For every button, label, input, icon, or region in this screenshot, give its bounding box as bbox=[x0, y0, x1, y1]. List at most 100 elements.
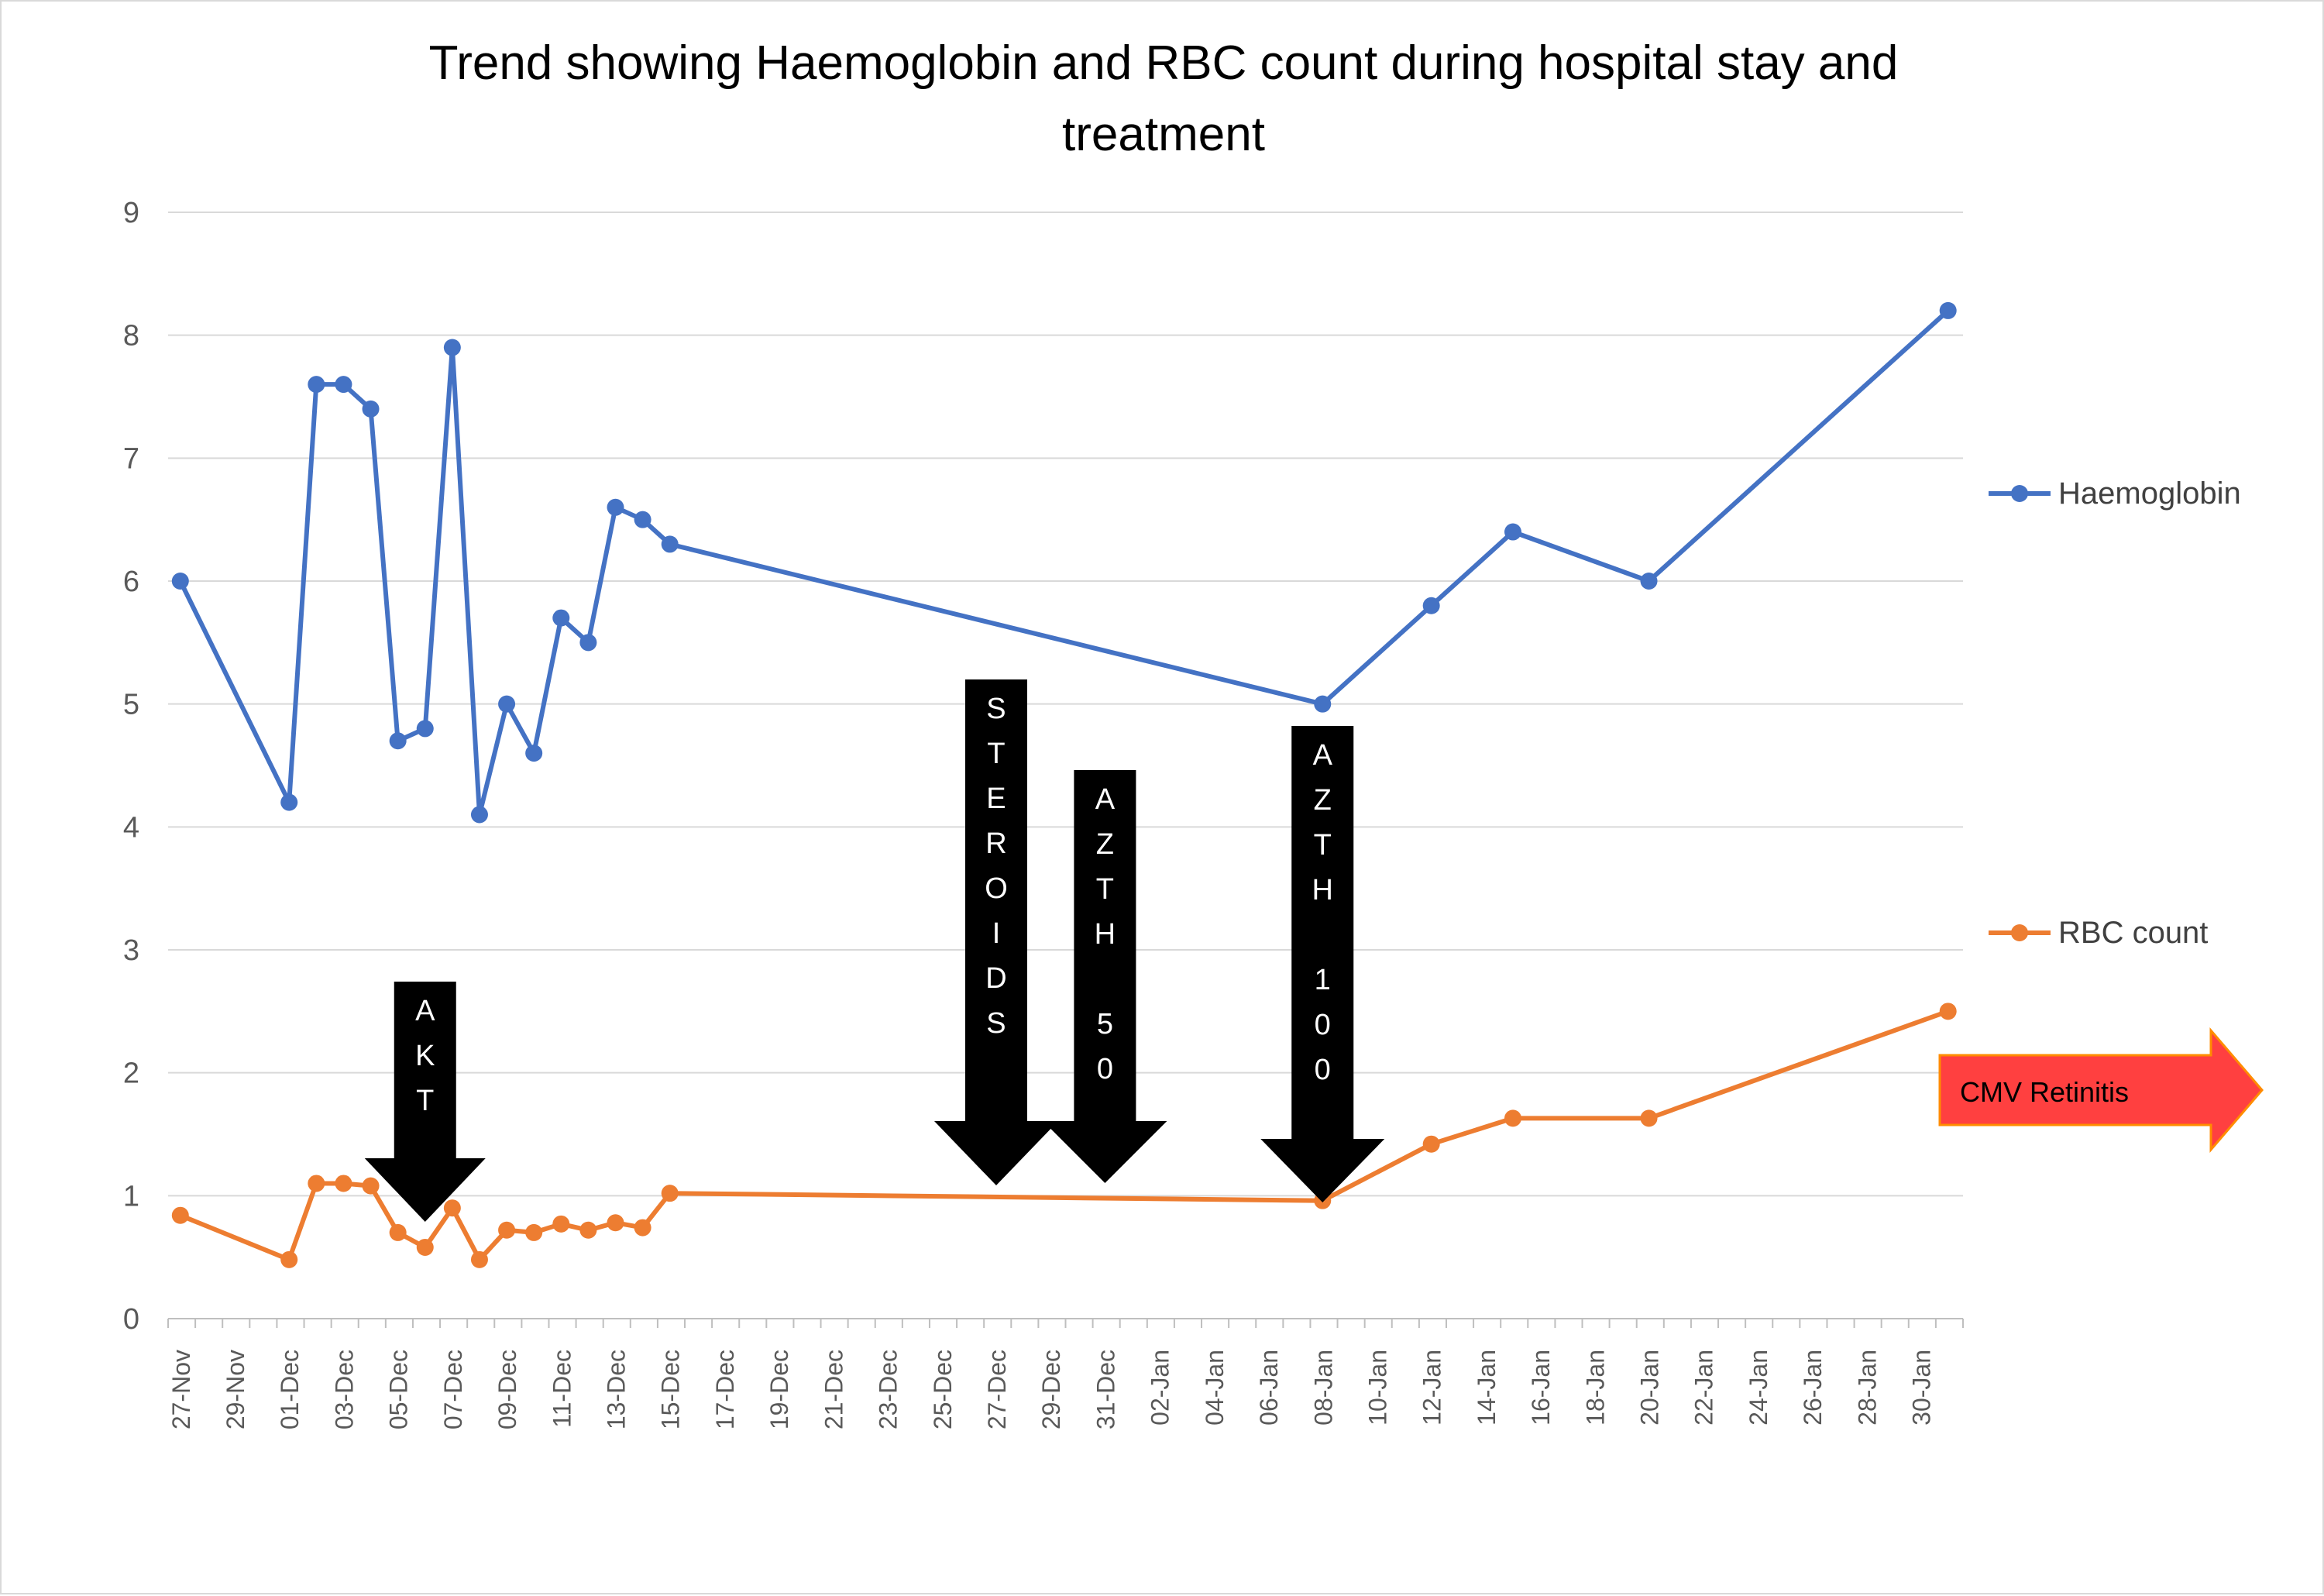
legend-label-haemoglobin: Haemoglobin bbox=[2058, 476, 2241, 511]
point-rbc-count-03-dec bbox=[335, 1175, 352, 1192]
x-tick-label-18-jan: 18-Jan bbox=[1581, 1350, 1609, 1426]
x-tick-label-07-dec: 07-Dec bbox=[439, 1350, 467, 1429]
point-haemoglobin-13-dec bbox=[607, 498, 624, 516]
x-tick-label-28-jan: 28-Jan bbox=[1853, 1350, 1881, 1426]
x-tick-label-15-dec: 15-Dec bbox=[657, 1350, 685, 1429]
y-axis-ticks: 0 1 2 3 4 5 6 7 8 9 bbox=[123, 197, 139, 1336]
series-line-haemoglobin bbox=[178, 308, 1950, 817]
point-rbc-count-13-dec bbox=[607, 1214, 624, 1232]
arrow-steroids-letter: E bbox=[986, 783, 1006, 815]
x-tick-label-04-jan: 04-Jan bbox=[1201, 1350, 1229, 1426]
y-tick-label-1: 1 bbox=[123, 1180, 139, 1212]
x-tick-label-26-jan: 26-Jan bbox=[1799, 1350, 1827, 1426]
legend-marker-haemoglobin bbox=[2011, 485, 2028, 502]
point-haemoglobin-06-dec bbox=[416, 720, 434, 738]
point-haemoglobin-31-jan bbox=[1939, 301, 1957, 319]
point-haemoglobin-07-dec bbox=[443, 339, 461, 356]
x-tick-label-30-jan: 30-Jan bbox=[1908, 1350, 1936, 1426]
arrow-steroids-letter: O bbox=[985, 872, 1008, 905]
x-tick-label-06-jan: 06-Jan bbox=[1255, 1350, 1283, 1426]
y-tick-label-4: 4 bbox=[123, 811, 139, 844]
point-rbc-count-12-dec bbox=[579, 1221, 597, 1239]
x-tick-label-10-jan: 10-Jan bbox=[1363, 1350, 1391, 1426]
point-rbc-count-04-dec bbox=[362, 1177, 380, 1195]
arrow-steroids-letter: T bbox=[987, 738, 1005, 770]
point-rbc-count-11-dec bbox=[552, 1215, 570, 1233]
y-tick-label-9: 9 bbox=[123, 197, 139, 229]
x-tick-label-22-jan: 22-Jan bbox=[1690, 1350, 1718, 1426]
y-tick-label-8: 8 bbox=[123, 320, 139, 353]
point-rbc-count-09-dec bbox=[498, 1221, 516, 1239]
point-haemoglobin-04-dec bbox=[362, 400, 380, 418]
arrow-steroids-letter: D bbox=[985, 962, 1006, 995]
cmv-retinitis-callout: CMV Retinitis bbox=[1938, 1027, 2264, 1154]
x-tick-label-01-dec: 01-Dec bbox=[276, 1350, 304, 1429]
point-haemoglobin-15-dec bbox=[661, 535, 679, 553]
point-rbc-count-06-dec bbox=[416, 1238, 434, 1256]
x-tick-label-12-jan: 12-Jan bbox=[1418, 1350, 1446, 1426]
point-haemoglobin-09-dec bbox=[498, 695, 516, 713]
point-rbc-count-14-dec bbox=[634, 1219, 651, 1237]
arrow-azth100-letter: 1 bbox=[1315, 964, 1331, 996]
x-axis-ticks: 27-Nov 29-Nov 01-Dec 03-Dec 05-Dec 07-Dec 09-D… bbox=[167, 1350, 1936, 1429]
arrow-steroids-letter: S bbox=[986, 693, 1006, 725]
arrow-akt-letter: A bbox=[415, 995, 435, 1027]
point-rbc-count-07-dec bbox=[443, 1199, 461, 1217]
point-haemoglobin-11-dec bbox=[552, 609, 570, 627]
chart-title-line-2: treatment bbox=[1062, 108, 1265, 161]
x-tick-label-29-dec: 29-Dec bbox=[1037, 1350, 1065, 1429]
point-rbc-count-01-dec bbox=[280, 1250, 298, 1268]
point-haemoglobin-05-dec bbox=[389, 732, 407, 750]
point-haemoglobin-01-dec bbox=[280, 793, 298, 811]
arrow-akt bbox=[364, 982, 486, 1222]
point-rbc-count-15-dec bbox=[661, 1185, 679, 1202]
point-haemoglobin-03-dec bbox=[335, 376, 352, 394]
point-haemoglobin-02-dec bbox=[308, 376, 325, 394]
point-rbc-count-05-dec bbox=[389, 1223, 407, 1241]
point-rbc-count-10-dec bbox=[525, 1223, 543, 1241]
arrow-azth50-letter: T bbox=[1096, 873, 1114, 906]
arrow-azth50-letter: Z bbox=[1096, 828, 1114, 861]
point-haemoglobin-12-dec bbox=[579, 634, 597, 652]
y-tick-label-5: 5 bbox=[123, 689, 139, 721]
x-tick-label-17-dec: 17-Dec bbox=[711, 1350, 739, 1429]
x-tick-label-13-dec: 13-Dec bbox=[602, 1350, 630, 1429]
x-tick-label-09-dec: 09-Dec bbox=[493, 1350, 521, 1429]
arrow-azth100-letter: A bbox=[1313, 739, 1333, 772]
point-haemoglobin-20-jan bbox=[1640, 573, 1658, 590]
x-tick-label-03-dec: 03-Dec bbox=[330, 1350, 358, 1429]
x-tick-label-29-nov: 29-Nov bbox=[222, 1350, 249, 1429]
point-haemoglobin-10-dec bbox=[525, 745, 543, 762]
y-tick-label-3: 3 bbox=[123, 934, 139, 967]
y-tick-label-2: 2 bbox=[123, 1058, 139, 1090]
arrow-azth50-letter: 5 bbox=[1097, 1008, 1113, 1040]
x-tick-label-05-dec: 05-Dec bbox=[385, 1350, 413, 1429]
arrow-azth100 bbox=[1260, 726, 1385, 1202]
point-haemoglobin-08-dec bbox=[470, 806, 488, 824]
point-haemoglobin-14-dec bbox=[634, 511, 651, 528]
point-haemoglobin-08-jan bbox=[1314, 695, 1332, 713]
arrow-azth50-letter: 0 bbox=[1097, 1053, 1113, 1085]
arrow-akt-letter: K bbox=[415, 1040, 435, 1072]
callout-label: CMV Retinitis bbox=[1960, 1076, 2129, 1108]
arrow-steroids-letter: R bbox=[985, 827, 1006, 860]
x-tick-label-14-jan: 14-Jan bbox=[1473, 1350, 1501, 1426]
arrow-azth100-letter: T bbox=[1314, 829, 1332, 862]
arrow-azth100-letter: 0 bbox=[1315, 1054, 1331, 1086]
point-haemoglobin-27-nov bbox=[171, 573, 189, 590]
legend-label-rbc-count: RBC count bbox=[2058, 916, 2208, 950]
x-tick-label-24-jan: 24-Jan bbox=[1745, 1350, 1772, 1426]
legend: Haemoglobin RBC count bbox=[1989, 476, 2241, 950]
arrow-azth50 bbox=[1043, 770, 1167, 1183]
callout-arrow bbox=[1938, 1027, 2264, 1154]
point-haemoglobin-12-jan bbox=[1422, 597, 1440, 614]
x-tick-label-02-jan: 02-Jan bbox=[1147, 1350, 1174, 1426]
x-tick-label-11-dec: 11-Dec bbox=[548, 1350, 576, 1428]
x-axis bbox=[167, 1318, 1964, 1328]
arrow-steroids-letter: S bbox=[986, 1007, 1006, 1040]
x-tick-label-16-jan: 16-Jan bbox=[1527, 1350, 1555, 1426]
arrow-azth100-letter: 0 bbox=[1315, 1009, 1331, 1041]
